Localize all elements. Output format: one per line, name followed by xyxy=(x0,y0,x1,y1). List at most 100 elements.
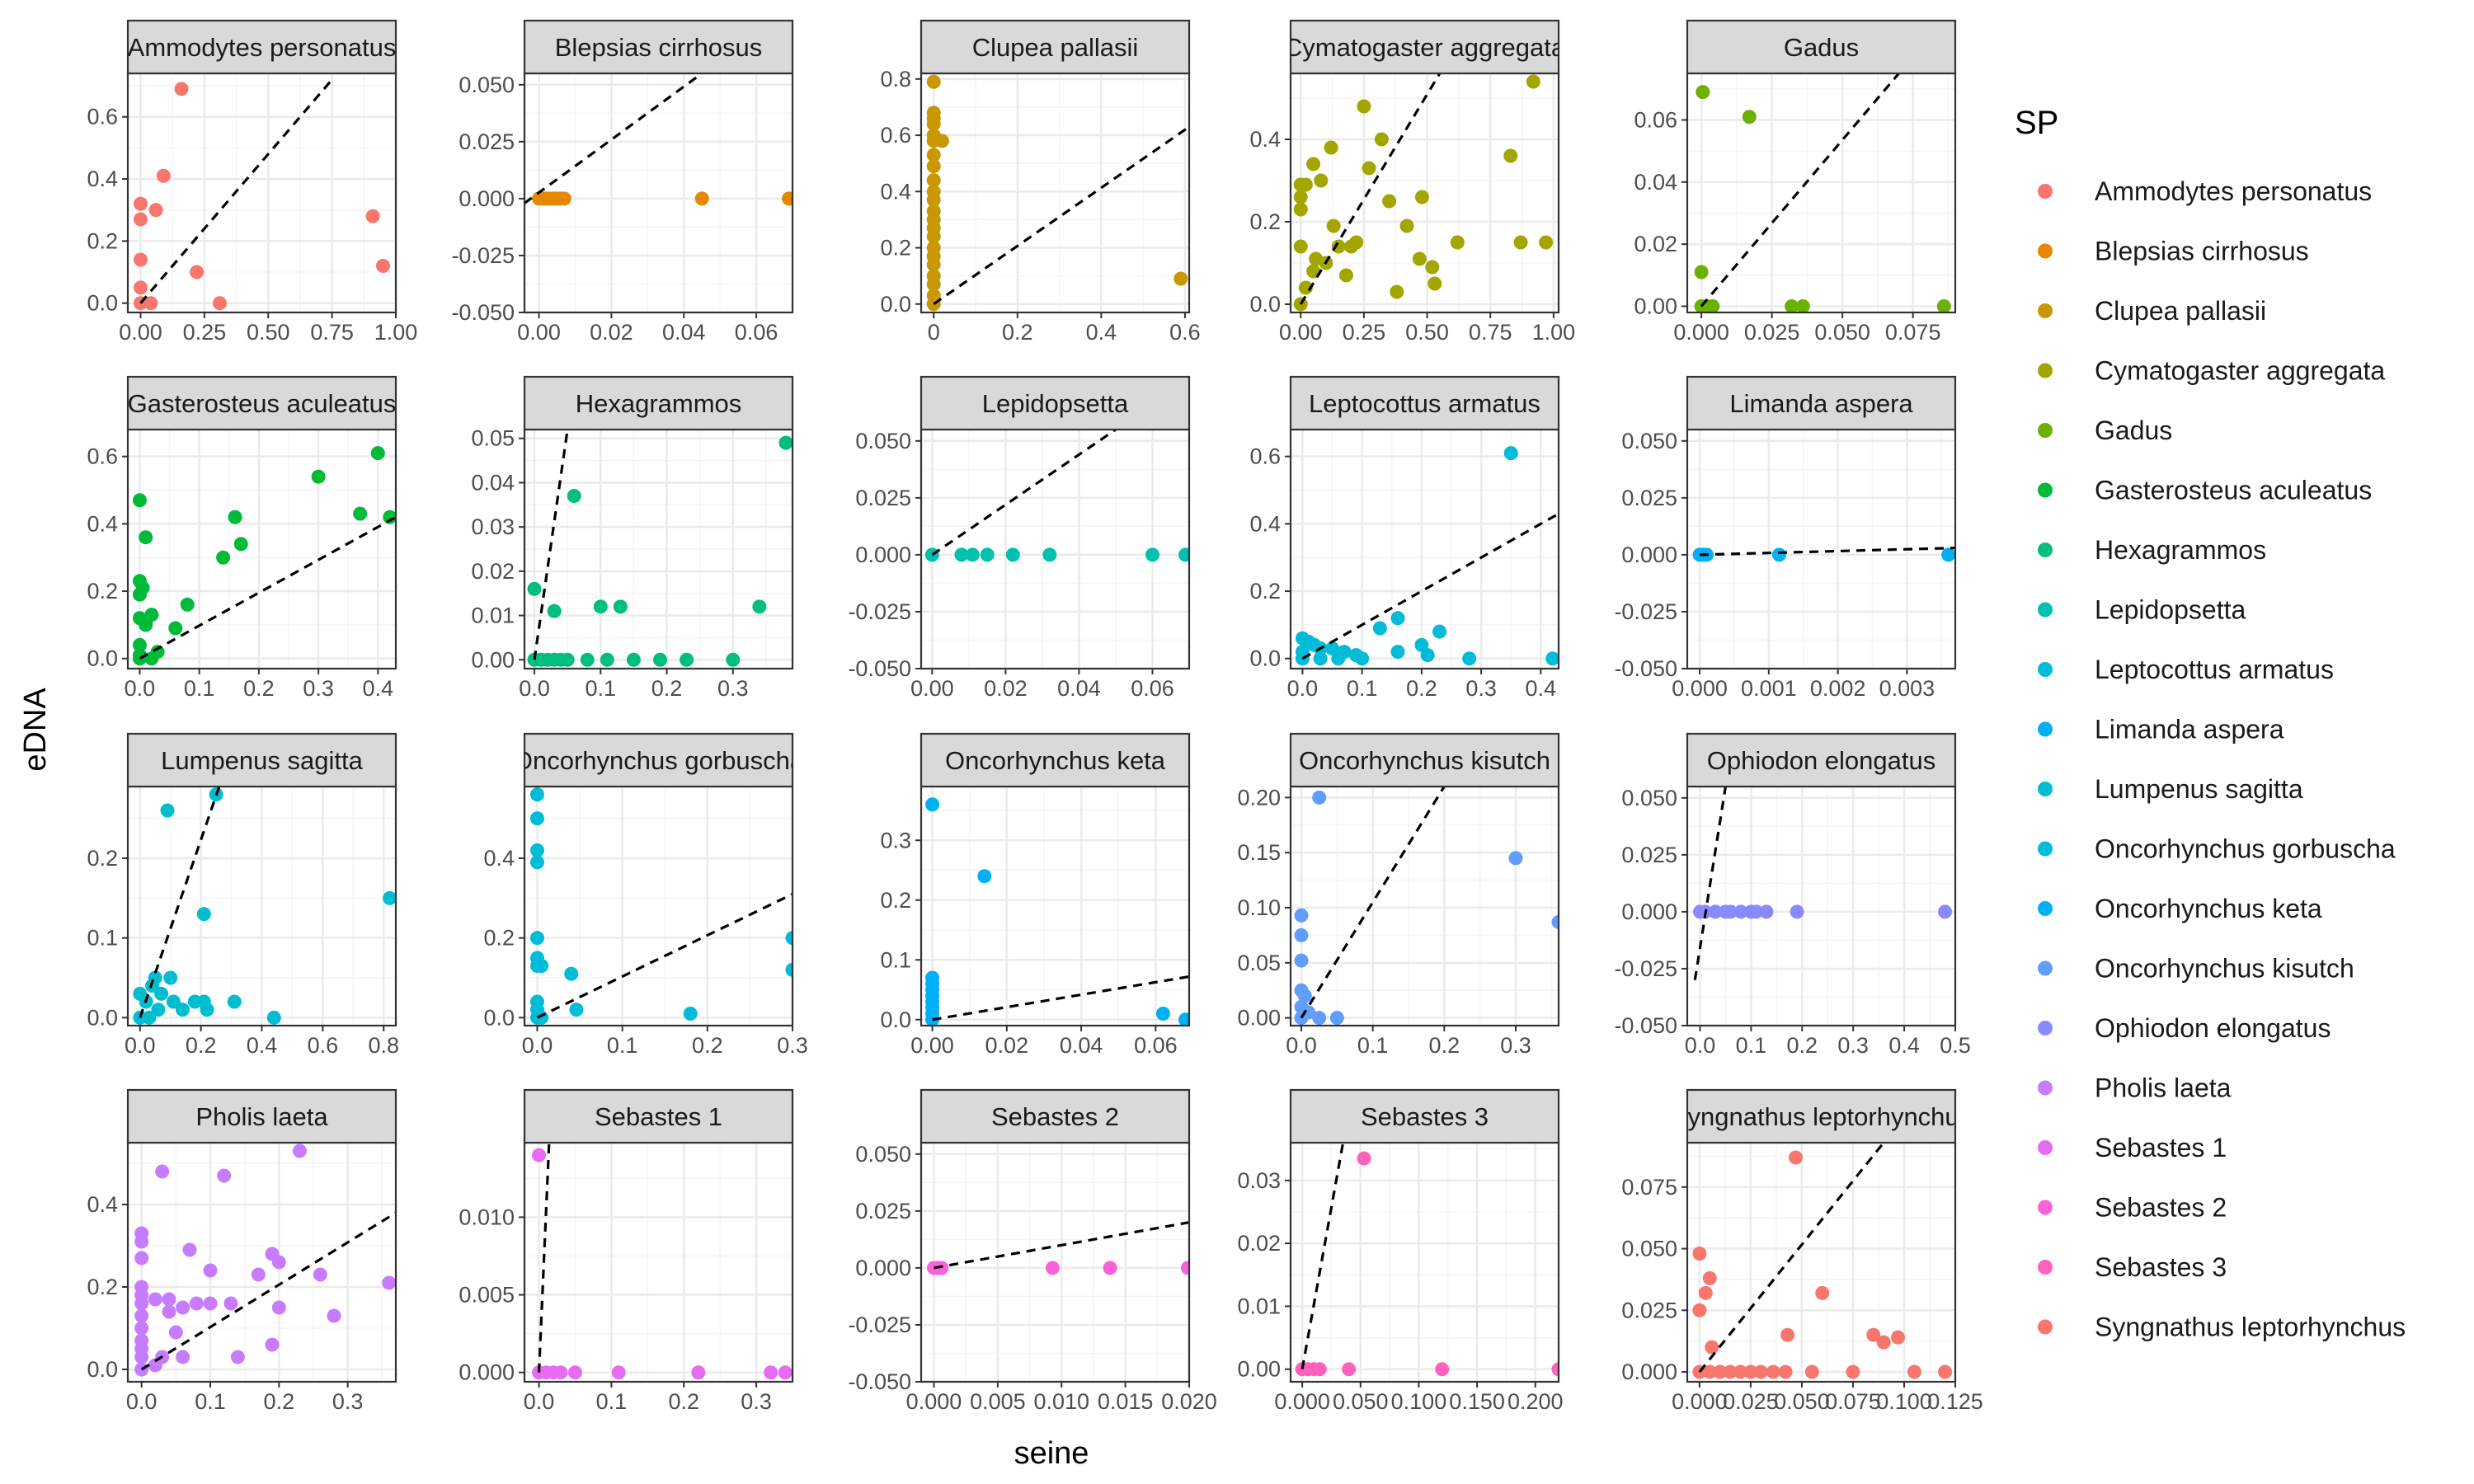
data-point xyxy=(1390,284,1404,299)
x-tick-label: 0.1 xyxy=(195,1389,226,1414)
facet-strip xyxy=(920,1088,1191,1144)
data-point xyxy=(1788,1150,1803,1165)
data-point xyxy=(1702,1270,1717,1285)
facet-strip-label: Oncorhynchus gorbuscha xyxy=(513,746,805,775)
data-point xyxy=(134,1308,149,1323)
legend-item: Sebastes 3 xyxy=(2038,1252,2227,1282)
y-tick-label: -0.025 xyxy=(848,599,911,624)
data-point xyxy=(1804,1364,1819,1379)
data-point xyxy=(134,1234,149,1249)
facet-strip-label: Limanda aspera xyxy=(1729,389,1913,418)
legend-label: Pholis laeta xyxy=(2095,1073,2232,1103)
data-point xyxy=(1702,1364,1717,1379)
x-tick-label: 0.0 xyxy=(1685,1033,1716,1058)
x-tick-label: 0.2 xyxy=(243,676,275,701)
fit-line xyxy=(1301,512,1559,660)
y-tick-label: 0.2 xyxy=(880,888,911,913)
y-tick-label: 0.0 xyxy=(87,1357,118,1382)
x-tick-label: 0.100 xyxy=(1876,1389,1932,1414)
panel-background xyxy=(524,1143,793,1382)
legend-item: Lumpenus sagitta xyxy=(2038,774,2303,804)
data-point xyxy=(1362,161,1376,176)
data-point xyxy=(567,489,581,504)
data-point xyxy=(1938,904,1953,919)
facet-strip-label: Sebastes 2 xyxy=(991,1102,1119,1131)
x-tick-label: 0.00 xyxy=(910,676,954,701)
fit-line-group xyxy=(932,974,1189,1021)
data-point xyxy=(189,1296,204,1311)
data-point xyxy=(196,907,211,922)
x-tick-label: 0.04 xyxy=(1057,676,1101,701)
data-point xyxy=(1293,202,1308,217)
data-point xyxy=(926,257,941,272)
facet-strip xyxy=(1686,375,1957,431)
data-point xyxy=(1412,251,1427,266)
legend-item: Sebastes 1 xyxy=(2038,1133,2227,1162)
y-tick-label: 0.2 xyxy=(483,926,515,951)
legend-item: Gasterosteus aculeatus xyxy=(2038,476,2372,505)
data-point xyxy=(1042,547,1057,562)
facet-strip-label: Oncorhynchus keta xyxy=(945,746,1166,775)
data-point xyxy=(327,1308,341,1323)
data-point xyxy=(1349,235,1364,250)
data-point xyxy=(133,212,148,227)
facet-strip-label-group: Leptocottus armatus xyxy=(1309,389,1540,418)
panel-background xyxy=(1291,430,1559,669)
facet-strip-label: Leptocottus armatus xyxy=(1309,389,1540,418)
data-point xyxy=(1435,1362,1450,1377)
facet-strip xyxy=(1289,732,1560,788)
minor-grid xyxy=(524,73,793,312)
x-tick-label: 0.150 xyxy=(1449,1389,1505,1414)
facet-strip-label: Pholis laeta xyxy=(195,1102,328,1131)
y-tick-label: 0.050 xyxy=(1621,786,1677,810)
data-point xyxy=(1766,1364,1780,1379)
data-point xyxy=(529,843,544,857)
data-point xyxy=(1938,1364,1953,1379)
facet-panel: 0.00 0.02 0.04 0.06 0.0 0.1 0.2 0.3 Oncorhynchus… xyxy=(880,732,1191,1058)
facet-strip-label-group: Hexagrammos xyxy=(576,389,742,418)
legend-item: Oncorhynchus gorbuscha xyxy=(2038,834,2396,864)
data-point xyxy=(1450,235,1465,250)
data-point xyxy=(529,811,544,826)
facet-strip-label: Lepidopsetta xyxy=(982,389,1129,418)
x-tick-label: 0.000 xyxy=(1274,1389,1330,1414)
data-point xyxy=(1733,904,1748,919)
facet-strip-label: Oncorhynchus kisutch xyxy=(1299,746,1550,775)
data-point xyxy=(1294,953,1309,968)
data-point xyxy=(529,931,544,946)
x-axis-title: seine xyxy=(1014,1436,1089,1471)
facet-panel: 0.0 0.2 0.4 0.6 0.8 0.0 0.1 0.2 Lumpenus sagitta xyxy=(87,732,399,1058)
data-point xyxy=(691,1365,706,1380)
panel-background xyxy=(1687,73,1955,312)
data-point xyxy=(764,1365,778,1380)
legend-key xyxy=(2038,841,2053,857)
y-tick-label: 0.1 xyxy=(880,947,911,972)
data-point xyxy=(212,296,227,311)
data-point xyxy=(683,1007,698,1021)
x-tick-label: 0.2 xyxy=(651,676,683,701)
y-tick-label: 0.050 xyxy=(459,73,515,97)
x-tick-label: 0.0 xyxy=(125,1033,156,1058)
legend-label: Gadus xyxy=(2095,416,2172,445)
data-point xyxy=(168,621,183,636)
data-point xyxy=(292,1144,307,1158)
data-point xyxy=(980,547,995,562)
data-point xyxy=(1293,239,1308,254)
data-point xyxy=(228,510,242,524)
legend-key xyxy=(2038,243,2053,259)
data-point xyxy=(1743,1364,1758,1379)
data-point xyxy=(534,1010,549,1025)
data-point xyxy=(1705,298,1720,312)
data-point xyxy=(569,1003,584,1017)
legend-label: Lumpenus sagitta xyxy=(2095,774,2303,804)
x-tick-label: 0.015 xyxy=(1098,1389,1154,1414)
x-tick-label: 0.0 xyxy=(522,1033,553,1058)
legend-item: Blepsias cirrhosus xyxy=(2038,237,2309,266)
data-point xyxy=(611,1365,626,1380)
data-point xyxy=(1846,1364,1860,1379)
facet-panel: 0.000 0.005 0.010 0.015 0.020 -0.050 -0.025 0.0… xyxy=(848,1088,1217,1414)
y-tick-label: -0.050 xyxy=(451,300,515,325)
y-tick-label: -0.050 xyxy=(848,656,911,681)
facet-strip-label: Cymatogaster aggregata xyxy=(1284,33,1566,62)
data-point xyxy=(1005,547,1020,562)
